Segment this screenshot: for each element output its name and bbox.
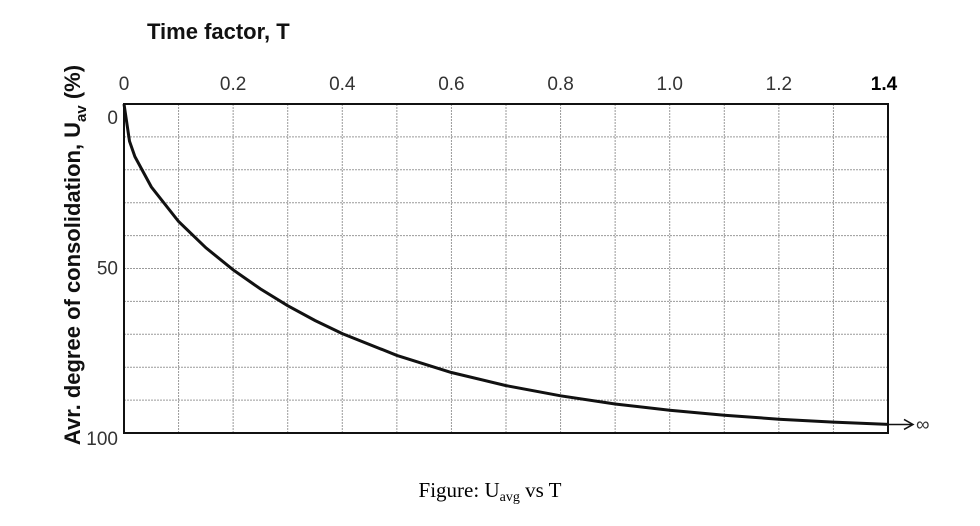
y-tick-label: 50 [97,259,118,280]
x-tick-label: 1.0 [657,74,683,95]
caption-prefix: Figure: U [418,478,500,502]
x-tick-label: 1.2 [766,74,792,95]
consolidation-curve [122,103,889,426]
figure-caption: Figure: Uavg vs T [0,478,980,506]
grid-lines [124,104,888,433]
y-axis-title-unit: (%) [60,65,85,105]
caption-sub: avg [499,490,520,505]
y-axis-title-sub: av [73,105,90,122]
consolidation-chart: 0 0.2 0.4 0.6 0.8 1.0 1.2 1.4 0 50 100 ∞ Time fac… [60,19,930,450]
x-tick-label: 0.2 [220,74,246,95]
y-tick-label: 100 [86,429,118,450]
y-axis-title-main: Avr. degree of consolidation, U [60,122,85,445]
x-axis-title: Time factor, T [147,19,290,44]
y-tick-labels: 0 50 100 [86,108,118,450]
caption-suffix: vs T [519,478,562,502]
infinity-arrow [888,418,915,431]
x-tick-label: 0 [119,74,130,95]
x-tick-label: 1.4 [871,74,898,95]
x-tick-labels: 0 0.2 0.4 0.6 0.8 1.0 1.2 1.4 [119,74,898,95]
x-tick-label: 0.4 [329,74,356,95]
x-tick-label: 0.6 [438,74,464,95]
infinity-label: ∞ [916,414,930,435]
y-tick-label: 0 [107,108,118,129]
plot-frame [123,103,889,434]
x-tick-label: 0.8 [547,74,573,95]
infinity-arrow-head [903,418,915,431]
y-axis-title: Avr. degree of consolidation, Uav (%) [60,65,90,445]
